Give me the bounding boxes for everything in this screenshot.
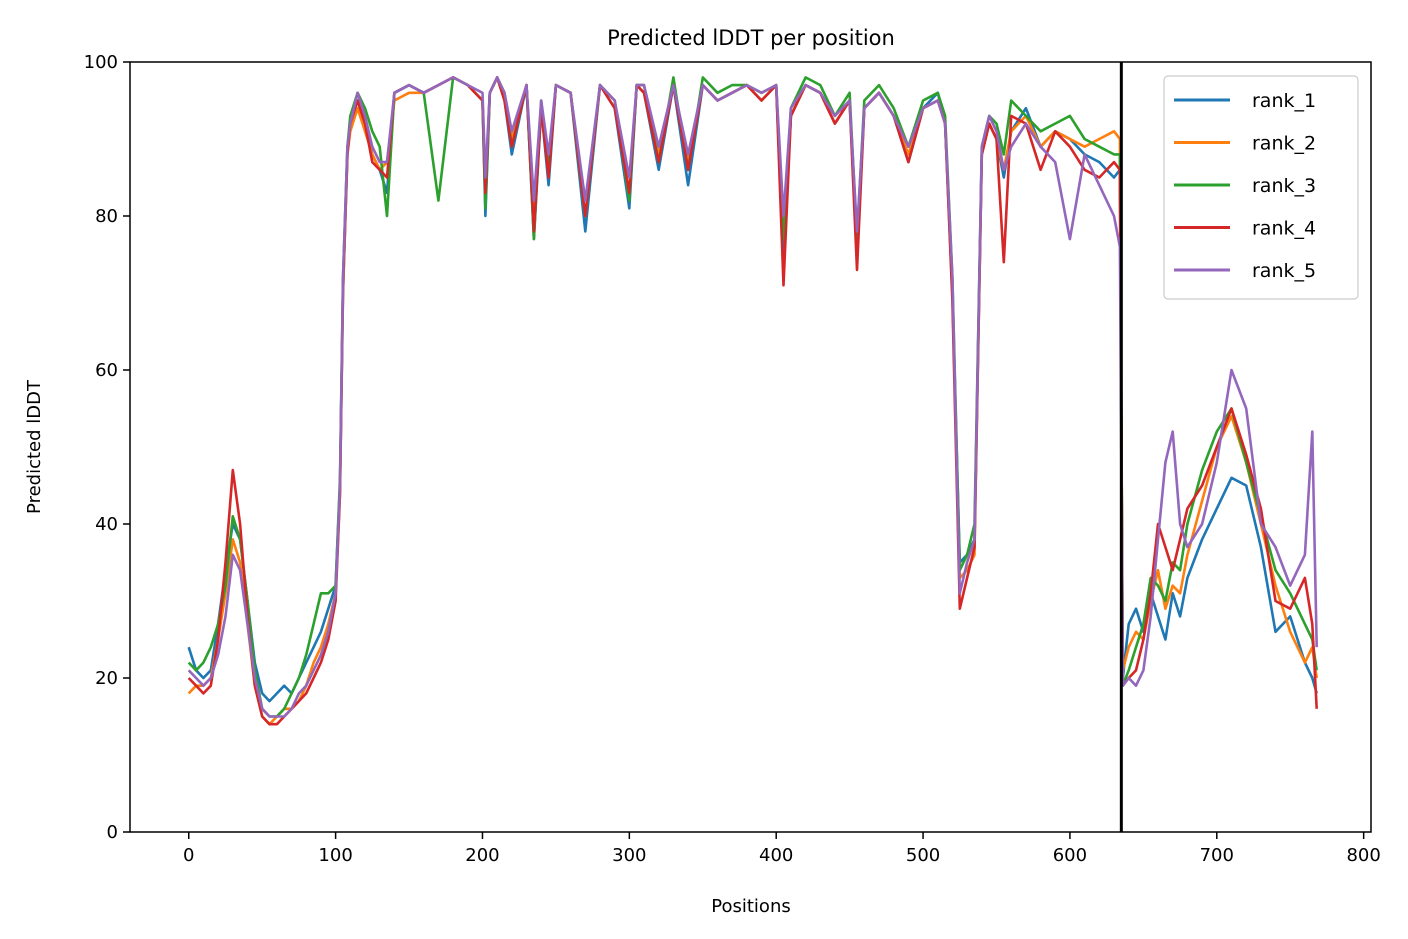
legend-label-rank_3: rank_3 — [1252, 175, 1316, 197]
x-axis-label: Positions — [711, 896, 790, 917]
legend-label-rank_2: rank_2 — [1252, 133, 1316, 155]
legend-label-rank_1: rank_1 — [1252, 90, 1316, 112]
x-tick-label: 700 — [1200, 845, 1234, 866]
legend-box — [1163, 75, 1359, 300]
legend: rank_1 rank_2 rank_3 rank_4 rank_5 — [1163, 75, 1359, 300]
legend-label-rank_5: rank_5 — [1252, 260, 1316, 282]
x-tick-label: 400 — [759, 845, 793, 866]
y-tick-label: 20 — [95, 668, 118, 689]
y-tick-label: 80 — [95, 206, 118, 227]
x-tick-label: 200 — [465, 845, 499, 866]
series-line-rank_4 — [187, 76, 1318, 726]
chart-title: Predicted lDDT per position — [607, 26, 895, 50]
x-tick-label: 800 — [1346, 845, 1380, 866]
y-tick-label: 0 — [107, 822, 118, 843]
legend-label-rank_4: rank_4 — [1252, 218, 1316, 240]
x-tick-label: 600 — [1053, 845, 1087, 866]
y-tick-label: 100 — [84, 52, 118, 73]
series-layer — [187, 76, 1318, 726]
y-axis-label: Predicted lDDT — [24, 379, 45, 514]
plot-area-frame — [129, 61, 1372, 833]
x-tick-label: 500 — [906, 845, 940, 866]
y-tick-label: 60 — [95, 360, 118, 381]
x-axis: 0 100 200 300 400 500 600 700 800 — [183, 832, 1381, 866]
x-tick-label: 300 — [612, 845, 646, 866]
y-tick-label: 40 — [95, 514, 118, 535]
x-tick-label: 100 — [318, 845, 352, 866]
series-line-rank_5 — [187, 76, 1318, 718]
series-line-rank_2 — [187, 76, 1318, 726]
x-tick-label: 0 — [183, 845, 194, 866]
y-axis: 0 20 40 60 80 100 — [84, 52, 130, 843]
